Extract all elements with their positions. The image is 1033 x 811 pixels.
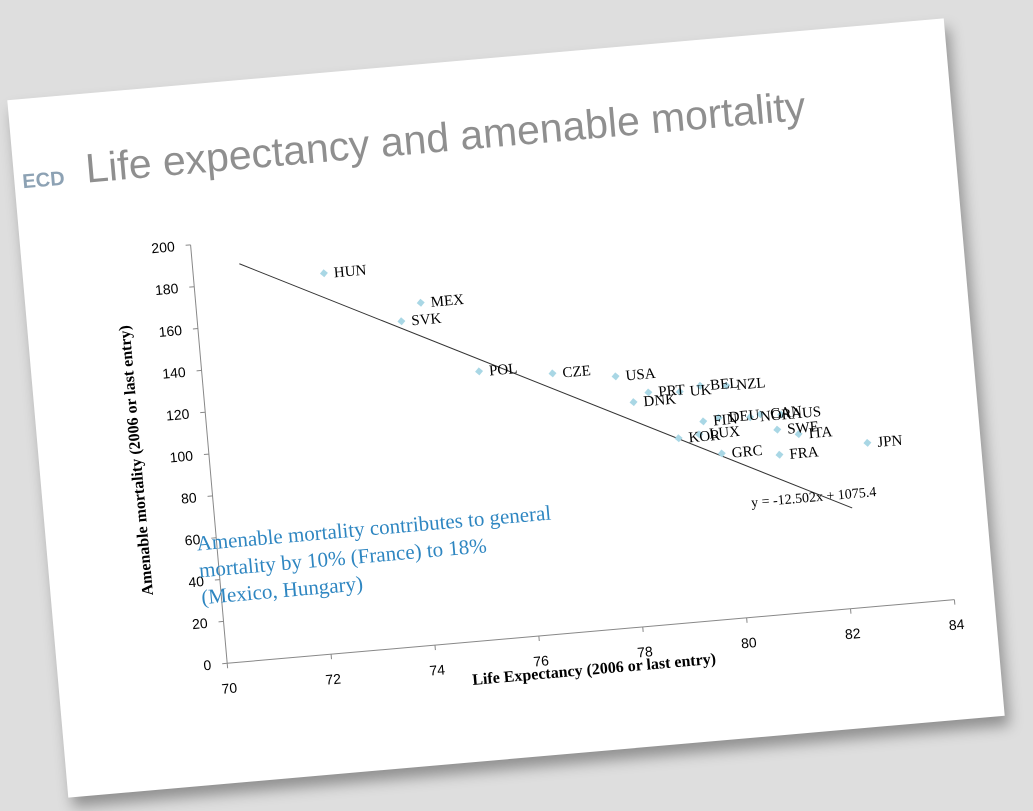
x-tick-label: 70 — [221, 680, 238, 697]
y-tick-label: 120 — [165, 406, 190, 424]
y-tick-label: 40 — [188, 573, 205, 590]
data-point-bel — [696, 381, 705, 390]
y-tick-label: 180 — [154, 280, 179, 298]
point-label-nzl: NZL — [736, 375, 766, 393]
x-tick-label: 72 — [325, 670, 342, 687]
point-label-lux: LUX — [709, 424, 741, 443]
data-point-fra — [775, 450, 784, 459]
data-point-jpn — [863, 438, 872, 447]
y-tick-label: 200 — [151, 238, 176, 256]
x-tick-label: 84 — [948, 616, 965, 633]
point-label-kor: KOR — [688, 428, 721, 447]
point-label-swe: SWE — [787, 419, 820, 438]
trend-equation: y = -12.502x + 1075.4 — [751, 485, 877, 511]
point-label-deu: DEU — [728, 407, 760, 426]
y-tick-label: 80 — [180, 489, 197, 506]
point-label-uk: UK — [689, 382, 712, 400]
x-axis-title: Life Expectancy (2006 or last entry) — [472, 651, 717, 689]
data-point-mex — [416, 298, 425, 307]
point-label-aus: AUS — [791, 404, 822, 423]
data-point-can — [756, 410, 765, 419]
data-point-svk — [397, 317, 406, 326]
data-point-ita — [794, 430, 803, 439]
point-label-hun: HUN — [333, 263, 367, 282]
point-label-fra: FRA — [789, 444, 820, 462]
data-point-swe — [773, 425, 782, 434]
point-label-can: CAN — [770, 404, 803, 423]
data-point-deu — [714, 413, 723, 422]
point-label-jpn: JPN — [877, 433, 903, 451]
point-label-svk: SVK — [411, 311, 442, 330]
point-label-dnk: DNK — [643, 391, 677, 410]
data-point-aus — [777, 410, 786, 419]
point-label-usa: USA — [625, 366, 656, 385]
slide: ECD Life expectancy and amenable mortali… — [7, 18, 1005, 798]
point-label-prt: PRT — [658, 382, 686, 400]
point-label-nor: NOR — [759, 407, 792, 426]
y-tick-label: 100 — [169, 447, 194, 465]
y-tick-label: 20 — [191, 615, 208, 632]
y-axis-title: Amenable mortality (2006 or last entry) — [116, 325, 157, 597]
point-label-fin: FIN — [713, 411, 739, 429]
trend-line — [239, 263, 853, 509]
point-label-ita: ITA — [808, 424, 833, 442]
point-label-bel: BEL — [710, 375, 740, 393]
data-point-fin — [699, 417, 708, 426]
y-tick-label: 160 — [158, 322, 183, 340]
x-tick-label: 80 — [740, 634, 757, 651]
point-label-grc: GRC — [731, 443, 763, 462]
data-point-pol — [475, 367, 484, 376]
y-tick-label: 140 — [162, 364, 187, 382]
data-point-nzl — [722, 381, 731, 390]
data-point-cze — [548, 369, 557, 378]
y-tick-label: 60 — [184, 531, 201, 548]
point-label-cze: CZE — [562, 363, 592, 381]
data-point-uk — [675, 387, 684, 396]
data-point-lux — [695, 430, 704, 439]
x-tick-label: 74 — [429, 661, 446, 678]
point-label-pol: POL — [488, 361, 518, 379]
x-tick-label: 76 — [533, 652, 550, 669]
scatter-chart: 0 20 40 60 80 100 120 140 160 180 200 70 72 74 76 78 80… — [116, 238, 965, 697]
x-tick-label: 82 — [844, 625, 861, 642]
data-point-dnk — [629, 398, 638, 407]
data-point-grc — [717, 449, 726, 458]
data-point-prt — [644, 388, 653, 397]
x-tick-label: 78 — [636, 643, 653, 660]
data-point-nor — [746, 413, 755, 422]
data-point-hun — [319, 269, 328, 278]
x-axis-line — [227, 599, 955, 664]
point-label-mex: MEX — [430, 292, 465, 311]
data-point-usa — [611, 372, 620, 381]
data-point-kor — [674, 434, 683, 443]
y-tick-label: 0 — [203, 657, 212, 674]
